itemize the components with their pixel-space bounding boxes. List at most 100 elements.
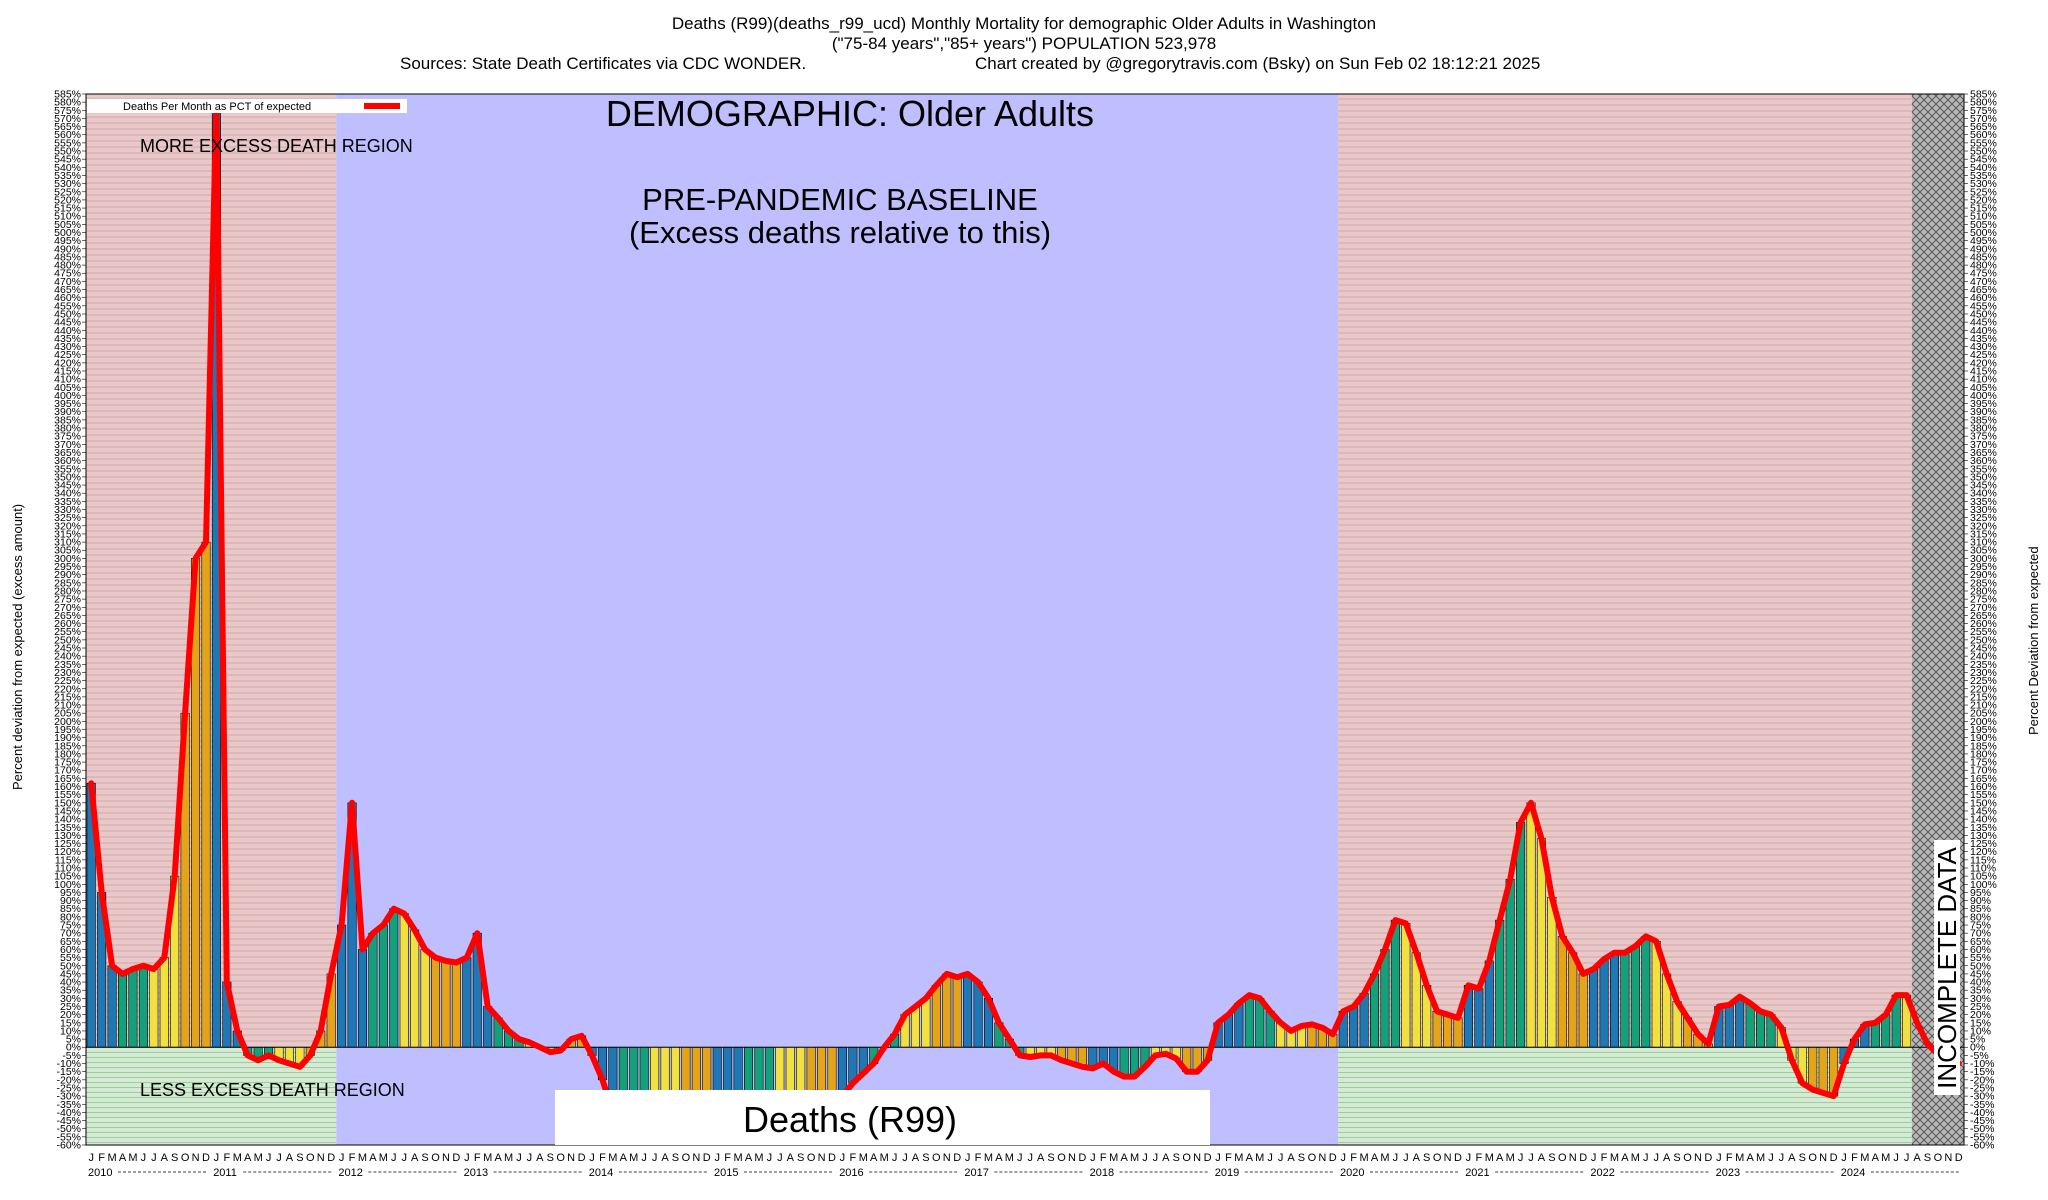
y-tick-label: -35% [56,1099,81,1111]
year-tick-label: 2022 [1590,1167,1614,1179]
month-tick-label: J [1518,1152,1524,1164]
legend-box [87,99,407,113]
month-tick-label: D [1454,1152,1462,1164]
y-tick-label: 210% [1970,700,1997,712]
y-tick-label: 510% [1970,211,1997,223]
y-tick-label: 405% [54,382,81,394]
month-tick-label: M [1234,1152,1243,1164]
y-tick-label: 170% [54,765,81,777]
month-tick-label: N [317,1152,325,1164]
month-tick-label: O [1683,1152,1692,1164]
y-tick-label: 235% [1970,659,1997,671]
y-tick-label: 345% [1970,480,1997,492]
month-tick-label: A [870,1152,878,1164]
y-tick-label: -15% [56,1066,81,1078]
y-tick-label: 385% [54,414,81,426]
baseline-region [336,94,1338,1145]
month-tick-label: A [1788,1152,1796,1164]
bar [1756,1011,1766,1048]
bar [1380,949,1390,1048]
y-tick-label: -25% [1970,1082,1995,1094]
y-tick-label: 85% [1970,903,1991,915]
month-tick-label: N [1569,1152,1577,1164]
y-tick-label: 360% [1970,455,1997,467]
month-tick-label: M [1380,1152,1389,1164]
y-tick-label: 430% [1970,341,1997,353]
y-tick-label: 275% [1970,594,1997,606]
month-tick-label: N [692,1152,700,1164]
month-tick-label: O [306,1152,315,1164]
y-tick-label: -45% [56,1115,81,1127]
month-tick-label: S [1423,1152,1430,1164]
y-tick-label: 335% [1970,496,1997,508]
year-tick-label: 2021 [1465,1167,1489,1179]
month-tick-label: M [128,1152,137,1164]
y-tick-label: 190% [54,732,81,744]
y-tick-label: 265% [54,610,81,622]
month-tick-label: M [107,1152,116,1164]
y-tick-label: 585% [1970,89,1997,101]
month-tick-label: F [349,1152,356,1164]
y-tick-label: 320% [54,520,81,532]
month-tick-label: A [912,1152,920,1164]
month-tick-label: J [1090,1152,1096,1164]
month-tick-label: J [276,1152,282,1164]
y-tick-label: 315% [1970,528,1997,540]
y-tick-label: 70% [60,928,81,940]
more-region-post [1338,94,1912,1048]
incomplete-label-bg [1934,840,1960,1095]
month-tick-label: O [1558,1152,1567,1164]
y-tick-label: 560% [1970,129,1997,141]
month-tick-label: J [1267,1152,1273,1164]
y-tick-label: 395% [1970,398,1997,410]
y-tick-label: 520% [1970,194,1997,206]
month-tick-label: N [192,1152,200,1164]
y-tick-label: 350% [54,471,81,483]
y-tick-label: 175% [54,757,81,769]
month-tick-label: M [379,1152,388,1164]
y-tick-label: 435% [54,333,81,345]
y-tick-label: 470% [54,276,81,288]
y-tick-label: 105% [1970,871,1997,883]
month-tick-label: M [1756,1152,1765,1164]
bar [1724,1004,1734,1048]
y-tick-label: 570% [54,113,81,125]
y-tick-label: 510% [54,211,81,223]
month-tick-label: A [745,1152,753,1164]
bar [1735,996,1745,1048]
y-tick-label: 0% [66,1042,81,1054]
bar [462,957,472,1048]
y-tick-label: 175% [1970,757,1997,769]
month-tick-label: J [1393,1152,1399,1164]
y-tick-label: 140% [1970,814,1997,826]
y-tick-label: 295% [1970,561,1997,573]
y-tick-label: 45% [60,968,81,980]
year-tick-label: 2012 [338,1167,362,1179]
y-tick-label: 495% [54,235,81,247]
month-tick-label: F [474,1152,481,1164]
y-tick-label: 300% [54,553,81,565]
y-tick-label: 580% [1970,97,1997,109]
credit-note: Chart created by @gregorytravis.com (Bsk… [975,54,1541,73]
year-tick-label: 2014 [589,1167,613,1179]
bar [1870,1022,1880,1048]
month-tick-label: M [608,1152,617,1164]
bar [1474,988,1484,1048]
y-tick-label: 215% [54,691,81,703]
month-tick-label: J [965,1152,971,1164]
y-tick-label: 460% [54,292,81,304]
y-tick-label: 285% [54,577,81,589]
month-tick-label: J [214,1152,220,1164]
month-tick-label: O [1057,1152,1066,1164]
month-tick-label: J [1142,1152,1148,1164]
y-tick-label: 195% [54,724,81,736]
bar [1808,1046,1818,1090]
y-tick-label: 90% [1970,895,1991,907]
month-tick-label: J [141,1152,147,1164]
year-tick-label: 2015 [714,1167,738,1179]
y-tick-label: 165% [1970,773,1997,785]
y-tick-label: 435% [1970,333,1997,345]
month-tick-label: N [943,1152,951,1164]
month-tick-label: D [953,1152,961,1164]
